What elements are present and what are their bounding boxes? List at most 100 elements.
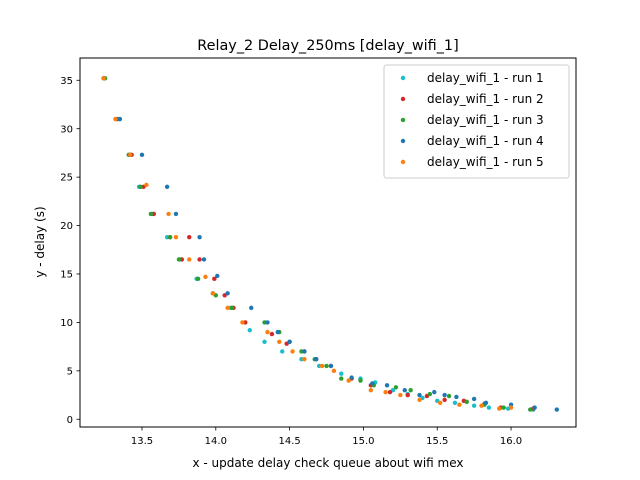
data-point [173, 234, 179, 240]
data-point [203, 274, 208, 280]
data-point [215, 273, 220, 279]
data-point [528, 407, 533, 412]
chart-title: Relay_2 Delay_250ms [delay_wifi_1] [197, 38, 458, 54]
data-point [173, 211, 179, 217]
data-point [138, 184, 143, 190]
data-point [442, 392, 447, 398]
data-point [408, 388, 413, 393]
legend-marker [400, 75, 406, 81]
data-point [101, 76, 106, 81]
y-tick-label: 35 [60, 76, 73, 87]
data-point [187, 234, 192, 240]
points-layer [101, 76, 560, 412]
data-point [427, 391, 433, 397]
data-point [471, 403, 477, 408]
legend-label: delay_wifi_1 - run 3 [427, 113, 544, 127]
data-point [262, 339, 267, 344]
data-point [290, 349, 295, 354]
data-point [432, 389, 437, 395]
axes-layer: 13.5 14.0 14.5 15.0 15.5 16.0 0 5 10 15 20 25 30 35 [60, 57, 577, 447]
legend-box [383, 64, 570, 179]
legend-label: delay_wifi_1 - run 5 [427, 155, 544, 169]
data-point [349, 375, 354, 380]
data-point [457, 402, 462, 407]
data-point [277, 339, 282, 344]
data-point [339, 376, 344, 381]
data-point [249, 305, 254, 311]
x-axis-label: x - update delay check queue about wifi … [192, 456, 463, 470]
x-tick-label: 14.5 [278, 436, 300, 447]
x-tick-label: 14.0 [205, 436, 227, 447]
data-point [117, 116, 123, 122]
data-point [225, 305, 230, 311]
data-point [265, 329, 270, 335]
data-point [187, 257, 192, 262]
data-point [508, 405, 514, 410]
data-point [554, 407, 560, 412]
data-point [313, 357, 319, 362]
data-point [393, 385, 399, 390]
y-tick-label: 15 [60, 270, 73, 281]
data-point [164, 184, 170, 190]
data-point [319, 363, 325, 369]
legend-item: delay_wifi_1 - run 1 [400, 71, 544, 85]
data-point [269, 331, 275, 337]
data-point [368, 388, 374, 393]
data-point [483, 400, 489, 405]
data-point [275, 329, 281, 335]
data-point [144, 182, 149, 188]
data-point [201, 257, 207, 262]
data-point [387, 389, 393, 395]
data-point [501, 405, 506, 410]
y-tick-label: 10 [60, 318, 73, 329]
y-tick-label: 30 [60, 124, 73, 135]
y-tick-label: 0 [67, 415, 73, 426]
x-tick-label: 13.5 [131, 436, 153, 447]
data-point [302, 349, 307, 354]
y-tick-label: 5 [67, 366, 73, 377]
data-point [398, 392, 403, 398]
data-point [287, 339, 292, 344]
data-point [417, 392, 422, 398]
data-point [229, 305, 235, 311]
data-point [197, 234, 202, 240]
data-point [402, 388, 407, 393]
data-point [452, 400, 458, 405]
legend: delay_wifi_1 - run 1 delay_wifi_1 - run 2… [383, 64, 570, 179]
data-point [417, 397, 422, 403]
data-point [497, 406, 502, 411]
data-point [405, 392, 410, 398]
y-axis-label: y - delay (s) [33, 206, 47, 277]
data-point [339, 371, 344, 376]
legend-item: delay_wifi_1 - run 5 [400, 155, 544, 169]
data-point [247, 327, 252, 333]
data-point [446, 393, 452, 399]
x-tick-label: 16.0 [500, 436, 522, 447]
legend-label: delay_wifi_1 - run 1 [427, 71, 544, 85]
data-point [212, 276, 217, 282]
axes-frame [79, 57, 577, 428]
data-point [225, 291, 230, 296]
series-run-5 [101, 76, 514, 411]
legend-marker [400, 117, 406, 123]
data-point [331, 368, 337, 374]
data-point [148, 211, 154, 217]
data-point [454, 394, 459, 400]
data-point [113, 116, 118, 122]
legend-marker [400, 96, 406, 102]
data-point [437, 400, 443, 405]
legend-label: delay_wifi_1 - run 4 [427, 134, 544, 148]
data-point [346, 378, 351, 383]
data-point [139, 152, 145, 158]
data-point [384, 383, 390, 388]
legend-item: delay_wifi_1 - run 4 [400, 134, 544, 148]
data-point [464, 399, 469, 405]
x-tick-label: 15.5 [426, 436, 448, 447]
data-point [486, 405, 492, 410]
x-tick-label: 15.0 [352, 436, 374, 447]
data-point [383, 389, 388, 395]
data-point [210, 291, 216, 296]
data-point [324, 363, 329, 369]
data-point [176, 257, 182, 262]
data-point [166, 211, 171, 217]
